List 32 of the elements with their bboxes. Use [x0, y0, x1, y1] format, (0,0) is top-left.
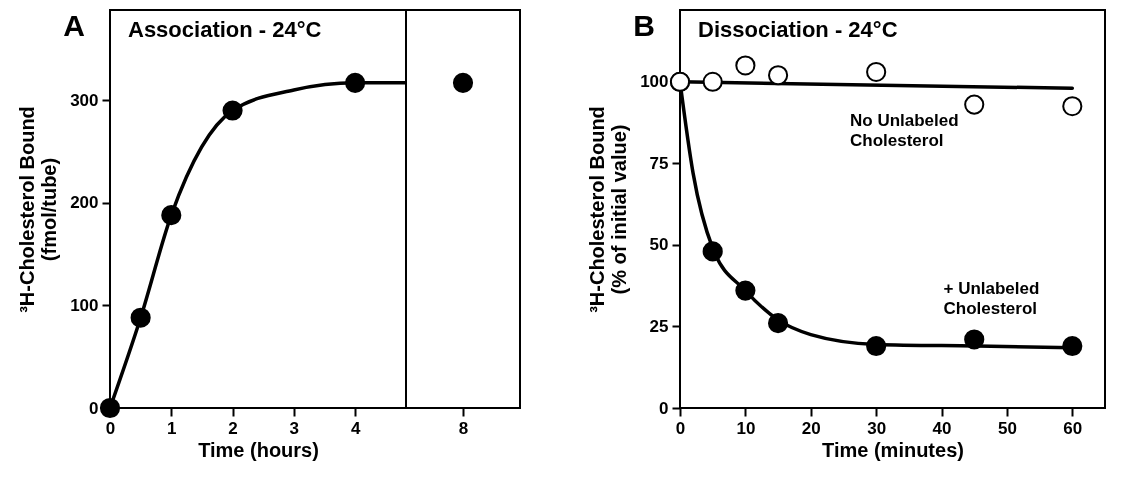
x-tick-label: 50 [997, 418, 1017, 438]
x-tick-label: 3 [289, 418, 300, 438]
y-tick-label: 50 [649, 235, 669, 255]
x-axis-title: Time (minutes) [822, 438, 964, 461]
x-tick-label: 1 [167, 418, 177, 438]
chart-subtitle: Dissociation - 24°C [698, 17, 898, 42]
annotation: + Unlabeled Cholesterol [943, 278, 1040, 318]
y-tick-label: 75 [649, 153, 669, 173]
x-tick-label: 0 [675, 418, 686, 438]
y-axis-title: ³H-Cholesterol Bound (fmol/tube) [16, 106, 61, 313]
chart-title: B [633, 9, 655, 42]
x-tick-label: 10 [736, 418, 756, 438]
x-tick-label: 60 [1063, 418, 1083, 438]
x-tick-label: 30 [867, 418, 887, 438]
y-tick-label: 200 [70, 193, 99, 213]
x-axis-title: Time (hours) [198, 438, 319, 461]
chart-subtitle: Association - 24°C [128, 17, 322, 42]
y-tick-label: 300 [70, 90, 99, 110]
x-tick-label: 2 [228, 418, 238, 438]
x-tick-label: 4 [350, 418, 361, 438]
y-tick-label: 0 [659, 398, 669, 418]
x-tick-label: 20 [801, 418, 821, 438]
y-tick-label: 0 [89, 398, 99, 418]
y-axis-title: ³H-Cholesterol Bound (% of initial value) [586, 106, 631, 313]
x-tick-label: 40 [932, 418, 952, 438]
x-tick-label: 0 [105, 418, 116, 438]
chart-title: A [63, 9, 85, 42]
y-tick-label: 100 [70, 295, 99, 315]
annotation: No Unlabeled Cholesterol [850, 111, 959, 151]
y-tick-label: 25 [649, 316, 669, 336]
x-tick-label: 8 [458, 418, 469, 438]
y-tick-label: 100 [640, 72, 669, 92]
